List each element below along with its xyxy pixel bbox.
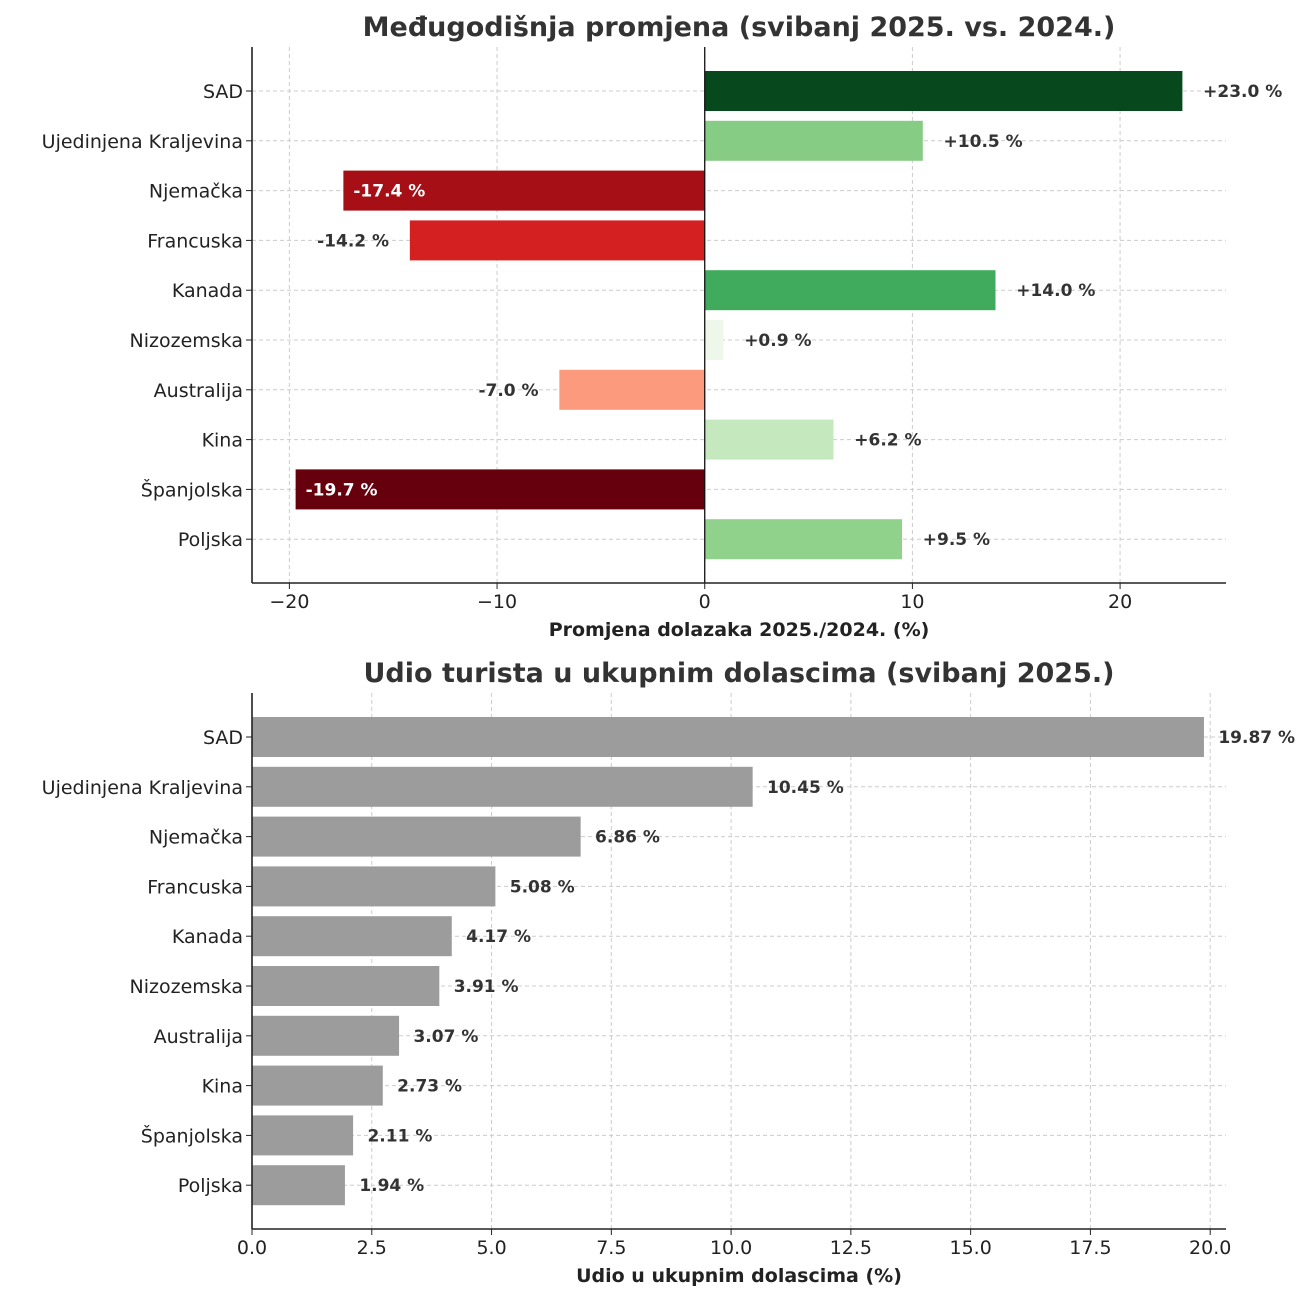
bar — [704, 270, 996, 311]
category-label: Kina — [202, 1076, 243, 1098]
x-tick-label: 0.0 — [237, 1237, 267, 1259]
data-label: 4.17 % — [466, 927, 531, 947]
data-label: 3.07 % — [413, 1027, 478, 1047]
bar — [252, 1015, 400, 1056]
chart-title: Udio turista u ukupnim dolascima (sviban… — [364, 658, 1115, 689]
x-tick-label: 7.5 — [596, 1237, 626, 1259]
bar — [704, 419, 834, 460]
bar — [704, 120, 923, 161]
data-label: 2.73 % — [397, 1077, 462, 1097]
category-label: SAD — [203, 727, 243, 749]
category-label: Njemačka — [149, 827, 243, 849]
bar — [252, 1115, 354, 1156]
x-tick-label: 17.5 — [1069, 1237, 1111, 1259]
data-label: 3.91 % — [454, 977, 519, 997]
category-label: Poljska — [178, 529, 243, 551]
category-label: Kanada — [172, 926, 243, 948]
bar — [343, 170, 705, 211]
category-label: Njemačka — [149, 181, 243, 203]
x-tick-label: 2.5 — [357, 1237, 387, 1259]
category-label: Francuska — [147, 876, 243, 898]
x-tick-label: 20 — [1108, 591, 1132, 613]
bar — [704, 71, 1183, 111]
data-label: +6.2 % — [854, 431, 921, 451]
category-label: Australija — [154, 380, 243, 402]
data-label: 2.11 % — [367, 1126, 432, 1146]
chart-panel-2: SAD Ujedinjena Kraljevina Njemačka Francusk… — [42, 658, 1295, 1287]
category-label: Ujedinjena Kraljevina — [42, 131, 243, 153]
x-axis-label: Promjena dolazaka 2025./2024. (%) — [549, 619, 930, 641]
data-label: -7.0 % — [478, 381, 538, 401]
x-tick-label: 0 — [699, 591, 711, 613]
bar — [252, 1065, 383, 1106]
bar — [559, 369, 705, 410]
category-label: Ujedinjena Kraljevina — [42, 777, 243, 799]
data-label: +10.5 % — [944, 132, 1023, 152]
chart-title: Međugodišnja promjena (svibanj 2025. vs.… — [363, 12, 1116, 43]
x-tick-label: 10.0 — [710, 1237, 752, 1259]
x-tick-label: 10 — [900, 591, 924, 613]
bar — [295, 469, 705, 510]
category-label: Kanada — [172, 280, 243, 302]
x-tick-label: 12.5 — [830, 1237, 872, 1259]
category-label: Nizozemska — [130, 330, 243, 352]
x-axis-label: Udio u ukupnim dolascima (%) — [576, 1265, 902, 1287]
bar — [252, 816, 581, 857]
data-label: 6.86 % — [595, 828, 660, 848]
category-label: Španjolska — [141, 1123, 243, 1147]
bar — [252, 916, 452, 957]
bar — [252, 766, 753, 807]
x-tick-label: −10 — [477, 591, 517, 613]
x-tick-label: −20 — [269, 591, 309, 613]
data-label: 19.87 % — [1218, 728, 1295, 748]
data-label: -14.2 % — [317, 231, 389, 251]
data-label: +23.0 % — [1203, 82, 1282, 102]
chart-panel-1: SAD Ujedinjena Kraljevina Njemačka Francusk… — [42, 12, 1283, 641]
bar — [409, 220, 705, 261]
bar — [252, 866, 496, 907]
data-label: -19.7 % — [306, 480, 378, 500]
category-label: Nizozemska — [130, 976, 243, 998]
data-label: 1.94 % — [359, 1176, 424, 1196]
bar — [252, 717, 1204, 757]
category-label: Španjolska — [141, 477, 243, 501]
bar — [252, 1165, 345, 1206]
data-label: -17.4 % — [353, 182, 425, 202]
data-label: 5.08 % — [510, 877, 575, 897]
x-tick-label: 5.0 — [476, 1237, 506, 1259]
data-label: +0.9 % — [744, 331, 811, 351]
x-tick-label: 20.0 — [1189, 1237, 1231, 1259]
category-label: Australija — [154, 1026, 243, 1048]
bar — [704, 519, 903, 560]
category-label: Poljska — [178, 1175, 243, 1197]
category-label: Francuska — [147, 230, 243, 252]
data-label: +9.5 % — [923, 530, 990, 550]
x-tick-label: 15.0 — [949, 1237, 991, 1259]
category-label: SAD — [203, 81, 243, 103]
bar — [252, 966, 440, 1006]
data-label: +14.0 % — [1016, 281, 1095, 301]
data-label: 10.45 % — [767, 778, 844, 798]
category-label: Kina — [202, 430, 243, 452]
bar — [704, 320, 724, 360]
